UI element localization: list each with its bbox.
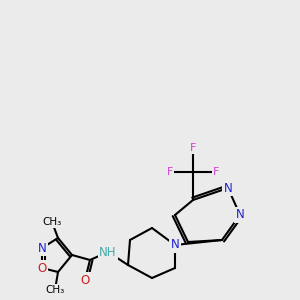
Text: NH: NH: [99, 245, 117, 259]
Text: O: O: [80, 274, 90, 286]
Text: F: F: [213, 167, 219, 177]
Text: N: N: [38, 242, 46, 254]
Text: O: O: [38, 262, 46, 275]
Text: N: N: [171, 238, 179, 251]
Text: CH₃: CH₃: [45, 285, 64, 295]
Text: N: N: [236, 208, 244, 221]
Text: F: F: [190, 143, 196, 153]
Text: CH₃: CH₃: [42, 217, 62, 227]
Text: N: N: [224, 182, 232, 194]
Text: F: F: [167, 167, 173, 177]
